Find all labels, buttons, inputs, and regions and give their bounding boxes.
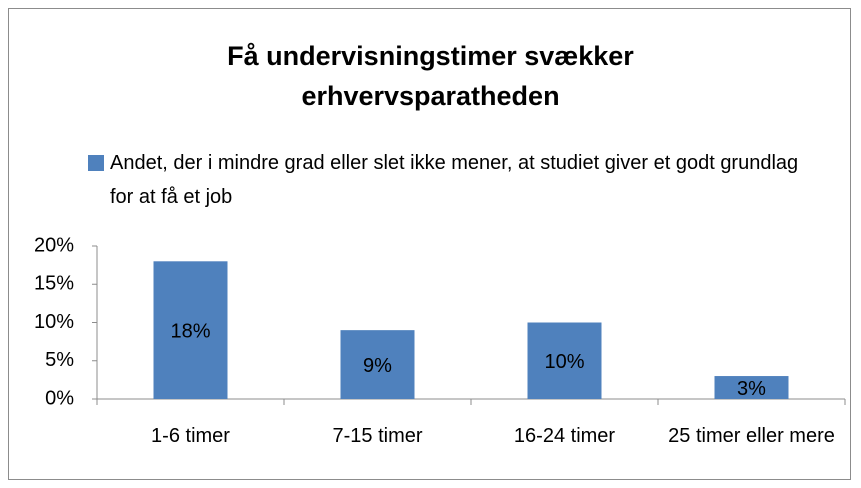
legend-swatch — [88, 155, 104, 171]
chart-frame — [8, 8, 851, 480]
x-tick-label: 16-24 timer — [513, 425, 616, 447]
y-tick-label: 0% — [45, 387, 74, 409]
legend-label: Andet, der i mindre grad eller slet ikke… — [110, 152, 799, 208]
x-tick-label: 1-6 timer — [151, 425, 230, 447]
data-label: 10% — [544, 351, 584, 373]
x-tick-label: 7-15 timer — [332, 425, 423, 447]
chart-title-box: Få undervisningstimer svækker erhvervspa… — [0, 36, 861, 116]
y-tick-label: 15% — [34, 273, 74, 295]
bar — [340, 330, 415, 399]
y-tick-label: 5% — [45, 349, 74, 371]
bar — [714, 376, 789, 399]
bar — [527, 322, 602, 399]
chart-title: Få undervisningstimer svækker erhvervspa… — [227, 41, 634, 111]
data-label: 18% — [170, 320, 210, 342]
data-label: 3% — [737, 378, 766, 400]
x-tick-label: 25 timer eller mere — [668, 425, 835, 447]
legend: Andet, der i mindre grad eller slet ikke… — [88, 146, 818, 214]
data-label: 9% — [363, 355, 392, 377]
y-tick-label: 20% — [34, 234, 74, 256]
y-tick-label: 10% — [34, 311, 74, 333]
bar — [153, 261, 228, 399]
